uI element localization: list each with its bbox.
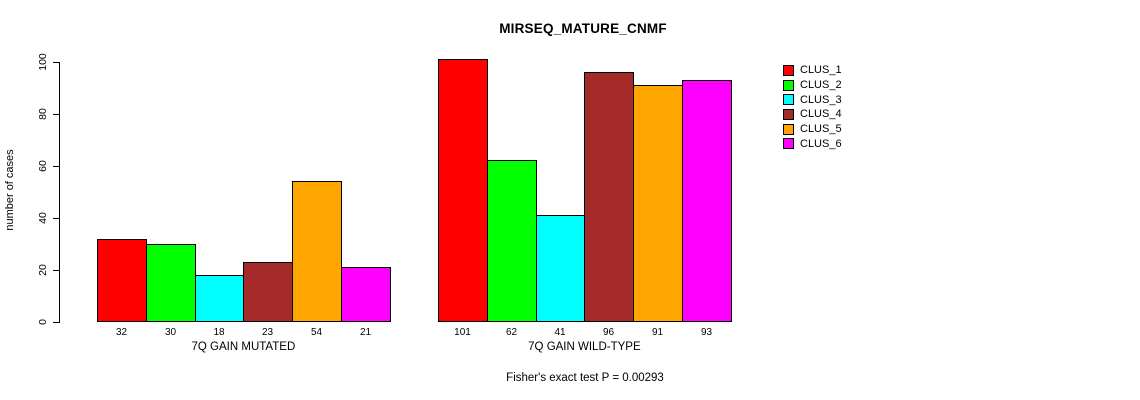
legend-item-clus_1: CLUS_1 bbox=[783, 63, 842, 78]
legend-label: CLUS_1 bbox=[800, 64, 842, 77]
legend-label: CLUS_3 bbox=[800, 93, 842, 106]
group-label: 7Q GAIN WILD-TYPE bbox=[528, 341, 641, 353]
bar-value-label: 41 bbox=[554, 327, 566, 338]
y-axis-tick bbox=[53, 322, 59, 323]
bar-value-label: 30 bbox=[164, 327, 177, 338]
legend-swatch-icon bbox=[783, 108, 794, 120]
y-axis-tick-label: 80 bbox=[37, 107, 49, 120]
bar-value-label: 23 bbox=[261, 327, 274, 338]
bar-value-label: 18 bbox=[213, 327, 225, 338]
y-axis-tick bbox=[53, 269, 59, 271]
y-axis-line bbox=[59, 61, 60, 323]
bar-clus_3 bbox=[536, 215, 585, 322]
legend-item-clus_5: CLUS_5 bbox=[783, 122, 842, 137]
bar-clus_1 bbox=[97, 239, 147, 322]
legend-item-clus_2: CLUS_2 bbox=[783, 78, 842, 93]
bar-clus_2 bbox=[487, 160, 537, 322]
bar-value-label: 93 bbox=[700, 327, 713, 338]
y-axis-tick bbox=[53, 113, 59, 115]
legend-swatch-icon bbox=[783, 64, 794, 76]
bar-clus_1 bbox=[438, 59, 488, 322]
legend-swatch-icon bbox=[783, 138, 794, 150]
bar-value-label: 62 bbox=[505, 327, 518, 338]
legend-label: CLUS_5 bbox=[800, 123, 842, 136]
y-axis-tick bbox=[53, 217, 59, 219]
bar-value-label: 91 bbox=[651, 327, 664, 338]
bar-value-label: 32 bbox=[115, 327, 128, 338]
bar-value-label: 101 bbox=[454, 327, 471, 338]
bar-clus_4 bbox=[243, 262, 293, 322]
bar-clus_3 bbox=[195, 275, 244, 322]
bar-value-label: 21 bbox=[359, 327, 372, 338]
legend-label: CLUS_6 bbox=[800, 137, 842, 150]
legend-swatch-icon bbox=[783, 123, 794, 135]
bar-clus_5 bbox=[633, 85, 683, 322]
legend: CLUS_1 CLUS_2 CLUS_3 CLUS_4 CLUS_5 CLUS_6 bbox=[783, 63, 842, 151]
bar-clus_5 bbox=[292, 181, 342, 322]
group-label: 7Q GAIN MUTATED bbox=[191, 341, 296, 353]
legend-item-clus_4: CLUS_4 bbox=[783, 107, 842, 122]
bar-value-label: 54 bbox=[310, 327, 323, 338]
y-axis-tick bbox=[53, 61, 59, 63]
y-axis-label: number of cases bbox=[4, 149, 16, 231]
y-axis-tick-label: 100 bbox=[37, 52, 49, 71]
legend-item-clus_6: CLUS_6 bbox=[783, 136, 842, 151]
bar-clus_6 bbox=[341, 267, 391, 322]
y-axis-tick-label: 20 bbox=[37, 264, 49, 276]
y-axis-tick-label: 60 bbox=[37, 159, 49, 172]
legend-label: CLUS_2 bbox=[800, 79, 842, 92]
bar-value-label: 96 bbox=[602, 327, 615, 338]
legend-swatch-icon bbox=[783, 94, 794, 106]
bar-clus_4 bbox=[584, 72, 634, 322]
y-axis-tick-label: 40 bbox=[37, 211, 49, 224]
bar-clus_6 bbox=[682, 80, 732, 322]
legend-item-clus_3: CLUS_3 bbox=[783, 92, 842, 107]
fisher-test-annotation: Fisher's exact test P = 0.00293 bbox=[506, 372, 664, 384]
legend-swatch-icon bbox=[783, 79, 794, 91]
legend-label: CLUS_4 bbox=[800, 108, 842, 121]
bar-clus_2 bbox=[146, 244, 196, 322]
chart-title: MIRSEQ_MATURE_CNMF bbox=[499, 21, 667, 36]
y-axis-tick-label: 0 bbox=[37, 319, 49, 325]
y-axis-tick bbox=[53, 165, 59, 167]
